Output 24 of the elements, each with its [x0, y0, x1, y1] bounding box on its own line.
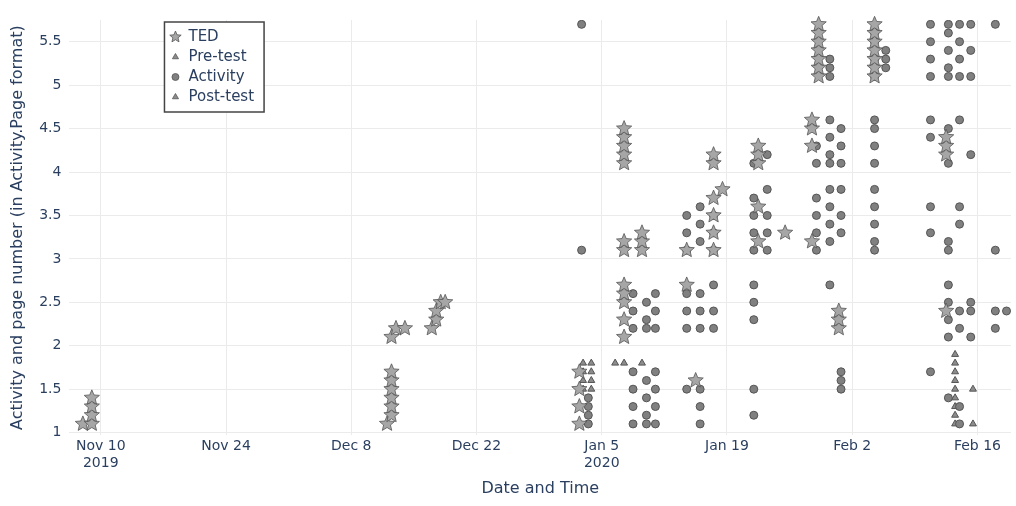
legend-label: Post-test	[188, 86, 255, 105]
y-tick-label: 2	[52, 336, 62, 353]
y-tick-label: 5	[52, 75, 62, 92]
legend-label: Pre-test	[188, 46, 247, 65]
y-tick-label: 3	[52, 249, 62, 266]
y-tick-label: 5.5	[39, 32, 62, 49]
legend-label: TED	[187, 26, 219, 45]
x-tick-label: Feb 16	[953, 437, 1002, 454]
y-tick-label: 1	[52, 423, 62, 440]
y-tick-label: 4	[52, 162, 62, 179]
x-tick-label: Nov 24	[201, 437, 251, 454]
y-tick-label: 4.5	[39, 119, 62, 136]
legend-label: Activity	[188, 66, 245, 85]
x-tick-label: Feb 2	[833, 437, 872, 454]
x-axis-title: Date and Time	[481, 477, 600, 497]
y-tick-label: 2.5	[39, 292, 62, 309]
x-tick-label: Nov 10 2019	[75, 437, 126, 471]
y-tick-label: 3.5	[39, 206, 62, 223]
x-tick-label: Dec 8	[331, 437, 372, 454]
x-tick-label: Jan 19	[704, 437, 749, 454]
x-tick-label: Dec 22	[451, 437, 502, 454]
y-axis-title: Activity and page number (in Activity.Page format)	[6, 25, 26, 430]
x-tick-label: Jan 5 2020	[583, 437, 620, 471]
y-tick-label: 1.5	[39, 379, 62, 396]
